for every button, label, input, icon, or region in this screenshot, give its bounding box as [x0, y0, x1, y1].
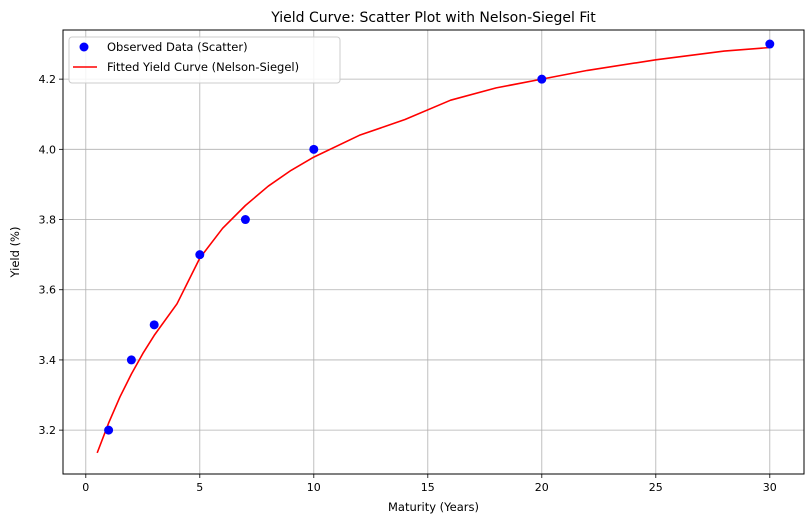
plot-area-frame	[62, 29, 805, 475]
y-tick-label: 3.2	[39, 424, 57, 437]
fitted-curve-line	[96, 46, 770, 454]
scatter-point	[149, 320, 159, 330]
x-tick-label: 25	[649, 481, 663, 494]
scatter-point	[240, 215, 250, 225]
chart-title: Yield Curve: Scatter Plot with Nelson-Si…	[270, 10, 596, 26]
y-tick-label: 4.2	[39, 73, 57, 86]
fitted-curve-layer	[96, 46, 770, 454]
scatter-points-layer	[104, 39, 775, 435]
axis-ticks: 0 5 10 15 20 25 30 3.2 3.4 3.6 3.8 4.0 4.2	[39, 73, 777, 494]
y-axis-label: Yield (%)	[8, 227, 22, 279]
scatter-point	[126, 355, 136, 365]
x-tick-label: 5	[196, 481, 203, 494]
legend-box	[68, 36, 341, 84]
legend-label-scatter: Observed Data (Scatter)	[107, 40, 248, 54]
scatter-point	[309, 144, 319, 154]
legend-marker-scatter	[79, 42, 89, 52]
legend-label-line: Fitted Yield Curve (Nelson-Siegel)	[107, 60, 299, 74]
x-tick-label: 0	[82, 481, 89, 494]
y-tick-label: 4.0	[39, 143, 57, 156]
x-tick-label: 10	[307, 481, 321, 494]
x-tick-label: 30	[763, 481, 777, 494]
y-tick-label: 3.6	[39, 284, 57, 297]
scatter-point	[765, 39, 775, 49]
scatter-point	[195, 250, 205, 260]
legend: Observed Data (Scatter) Fitted Yield Cur…	[68, 36, 341, 84]
y-tick-label: 3.8	[39, 214, 57, 227]
x-axis-label: Maturity (Years)	[388, 500, 479, 514]
scatter-point	[537, 74, 547, 84]
y-tick-label: 3.4	[39, 354, 57, 367]
x-tick-label: 15	[421, 481, 435, 494]
scatter-point	[104, 425, 114, 435]
x-tick-label: 20	[535, 481, 549, 494]
